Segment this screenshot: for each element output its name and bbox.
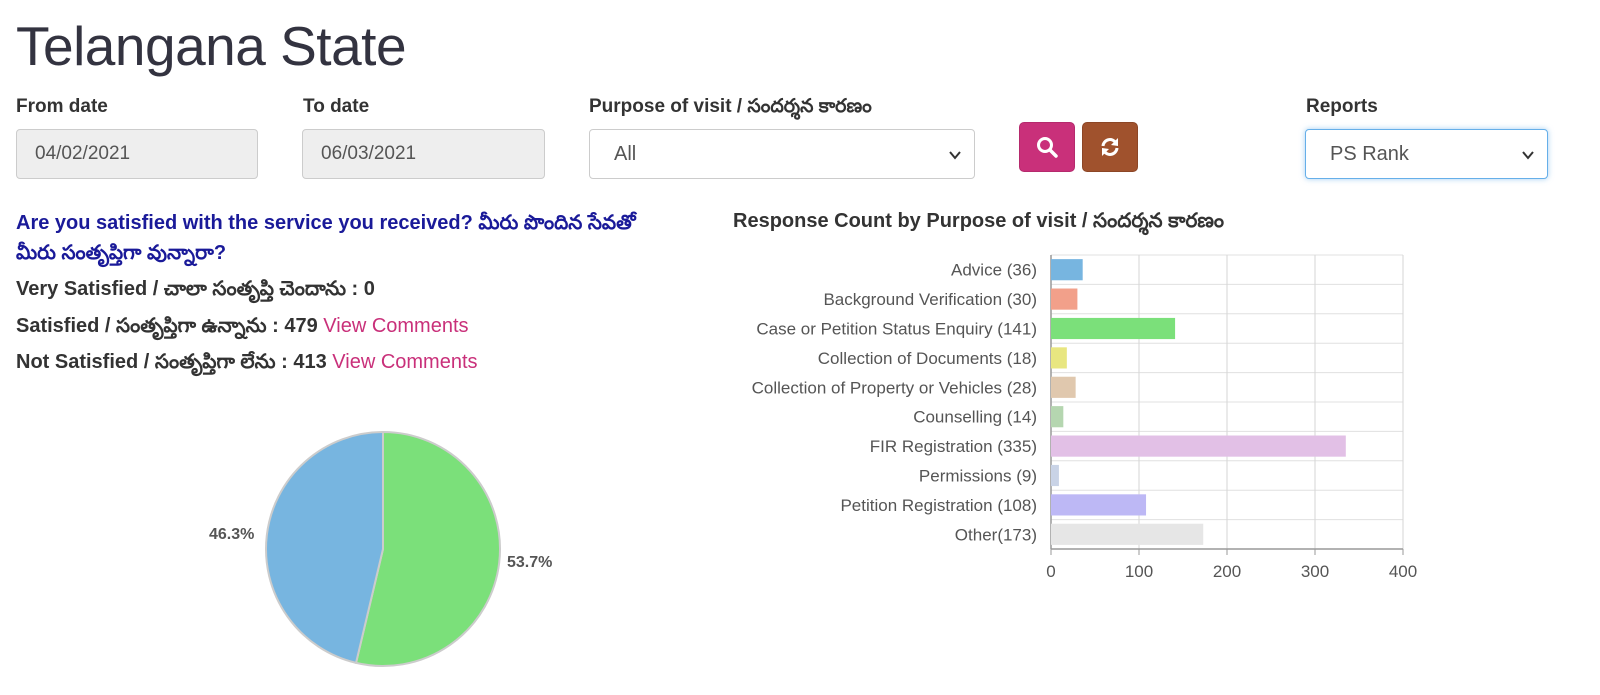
bar-category-label: Other(173) <box>955 525 1037 544</box>
x-tick-label: 200 <box>1213 562 1241 581</box>
bar-category-label: Advice (36) <box>951 261 1037 280</box>
not-satisfied-view-comments-link[interactable]: View Comments <box>332 351 478 373</box>
from-date-label: From date <box>16 96 108 117</box>
bar <box>1051 523 1204 545</box>
search-button[interactable] <box>1019 122 1075 172</box>
bar-category-label: Case or Petition Status Enquiry (141) <box>756 320 1037 339</box>
x-tick-label: 0 <box>1046 562 1055 581</box>
pie-label-not-satisfied: 46.3% <box>209 526 255 543</box>
satisfaction-pie-chart <box>265 430 501 667</box>
bar <box>1051 435 1346 457</box>
bar-chart-title: Response Count by Purpose of visit / సంద… <box>733 210 1225 232</box>
bar-category-label: Background Verification (30) <box>823 290 1037 309</box>
bar <box>1051 464 1059 487</box>
bar <box>1051 288 1078 310</box>
reports-label: Reports <box>1306 96 1378 117</box>
pie-slice-satisfied <box>354 430 501 667</box>
purpose-label: Purpose of visit / సందర్శన కారణం <box>589 96 872 117</box>
chevron-down-icon <box>1522 151 1534 160</box>
reports-select[interactable]: PS Rank <box>1305 129 1548 179</box>
search-icon <box>1037 137 1058 158</box>
page-title: Telangana State <box>16 15 407 77</box>
satisfaction-question: Are you satisfied with the service you r… <box>16 212 636 264</box>
not-satisfied-stat: Not Satisfied / సంతృప్తిగా లేను : 413 <box>16 351 327 373</box>
bar-category-label: FIR Registration (335) <box>870 437 1037 456</box>
to-date-label: To date <box>303 96 370 117</box>
to-date-input[interactable]: 06/03/2021 <box>302 129 545 179</box>
bar <box>1051 259 1083 281</box>
bar-category-label: Counselling (14) <box>913 408 1037 427</box>
x-tick-label: 400 <box>1389 562 1417 581</box>
bar-category-label: Collection of Documents (18) <box>818 349 1037 368</box>
very-satisfied-stat: Very Satisfied / చాలా సంతృప్తి చెందాను :… <box>16 278 375 300</box>
satisfied-stat: Satisfied / సంతృప్తిగా ఉన్నాను : 479 <box>16 315 318 337</box>
bar <box>1051 317 1176 340</box>
bar <box>1051 347 1067 369</box>
satisfied-stat-row: Satisfied / సంతృప్తిగా ఉన్నాను : 479 Vie… <box>16 315 469 342</box>
pie-slice-not-satisfied <box>265 430 384 665</box>
satisfied-view-comments-link[interactable]: View Comments <box>323 315 469 337</box>
pie-label-satisfied: 53.7% <box>507 554 553 571</box>
refresh-button[interactable] <box>1082 122 1138 172</box>
purpose-select-value: All <box>614 143 637 165</box>
bar <box>1051 406 1064 428</box>
reports-select-value: PS Rank <box>1330 143 1409 165</box>
bar <box>1051 376 1076 398</box>
not-satisfied-stat-row: Not Satisfied / సంతృప్తిగా లేను : 413 Vi… <box>16 351 478 378</box>
bar-category-label: Permissions (9) <box>919 467 1037 486</box>
chevron-down-icon <box>949 151 961 160</box>
from-date-input[interactable]: 04/02/2021 <box>16 129 258 179</box>
bar <box>1051 494 1147 516</box>
purpose-bar-chart: 0 100 200 300 400 Advice (36) Background Verif… <box>752 254 1417 581</box>
x-tick-label: 300 <box>1301 562 1329 581</box>
bar-category-label: Petition Registration (108) <box>840 496 1037 515</box>
purpose-select[interactable]: All <box>589 129 975 179</box>
bar-category-label: Collection of Property or Vehicles (28) <box>752 378 1037 397</box>
refresh-icon <box>1101 138 1119 156</box>
x-tick-label: 100 <box>1125 562 1153 581</box>
